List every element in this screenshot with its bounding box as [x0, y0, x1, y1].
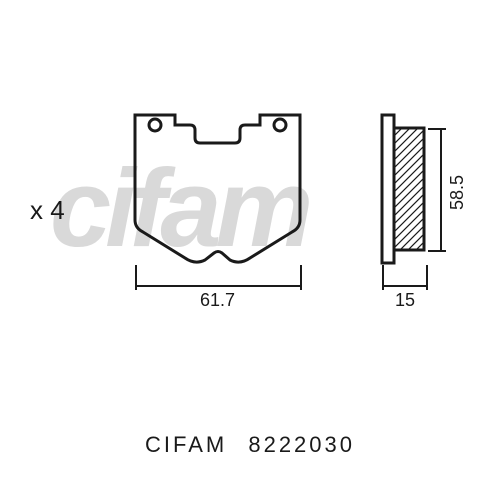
caption: CIFAM 8222030 — [0, 432, 500, 458]
diagram-area: cifam x 4 61.7 58.5 — [20, 90, 480, 370]
width-dimension: 61.7 — [200, 290, 235, 311]
dim-tick — [382, 265, 384, 290]
caption-partnumber: 8222030 — [248, 432, 355, 457]
thickness-dimension: 15 — [395, 290, 415, 311]
dim-line-height — [440, 128, 442, 250]
dim-tick — [428, 250, 446, 252]
front-view — [130, 110, 305, 280]
dim-tick — [300, 265, 302, 290]
dim-line-thickness — [382, 285, 426, 287]
dim-tick — [428, 128, 446, 130]
dim-line-width — [135, 285, 300, 287]
dim-tick — [426, 265, 428, 290]
quantity-label: x 4 — [30, 195, 65, 226]
side-view — [380, 110, 430, 280]
height-dimension: 58.5 — [447, 175, 468, 210]
dim-tick — [135, 265, 137, 290]
caption-brand: CIFAM — [145, 432, 227, 457]
